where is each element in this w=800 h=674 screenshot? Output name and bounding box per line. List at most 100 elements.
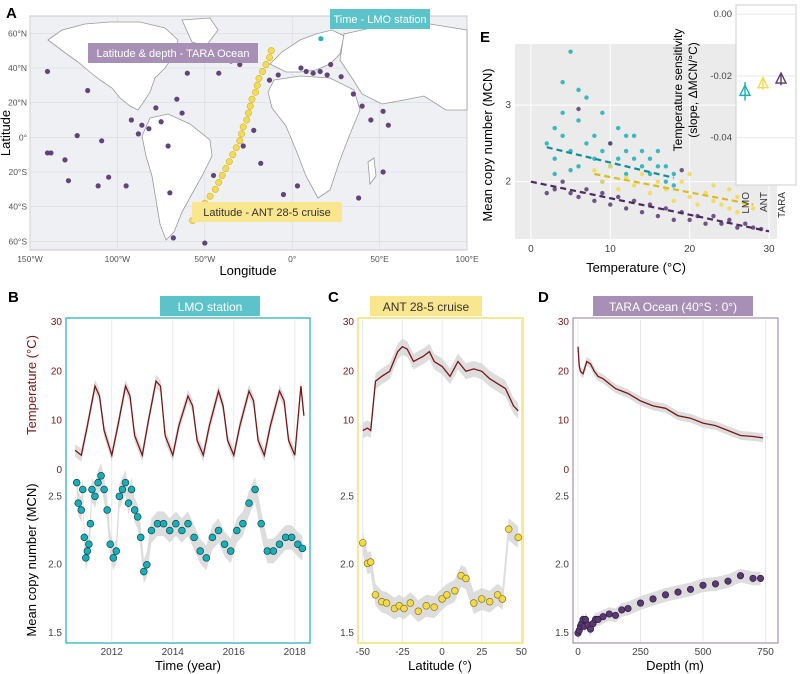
c-temp-tick: 20 <box>343 366 355 377</box>
map-point-ant <box>245 109 252 117</box>
map-y-tick: 40°S <box>8 202 27 212</box>
c-x-tick: 0 <box>439 647 445 658</box>
b-mcn-point <box>239 519 247 528</box>
d-mcn-point <box>636 599 645 607</box>
south-america <box>141 113 213 241</box>
b-mcn-point <box>233 526 241 535</box>
label-ant: Latitude - ANT 28-5 cruise <box>203 207 331 219</box>
d-mcn-point <box>756 574 765 582</box>
c-title-box <box>370 296 482 316</box>
b-temp-line <box>74 379 305 458</box>
map-point-ant <box>262 61 270 68</box>
map-x-tick: 50°W <box>194 254 215 264</box>
map-point-tara <box>184 70 190 76</box>
c-mcn-point <box>485 597 494 606</box>
c-mcn-point <box>382 599 391 607</box>
map-point-tara <box>95 183 101 189</box>
map-point-tara <box>328 61 334 68</box>
b-frame <box>65 317 311 644</box>
map-point-tara <box>298 65 304 71</box>
e-axes: 0 10 20 30 2 3 <box>505 100 775 255</box>
map-point-tara <box>85 87 91 94</box>
map-point-ant <box>229 151 237 159</box>
d-temp-tick: 10 <box>558 416 570 427</box>
b-mcn-point <box>127 485 136 494</box>
e-point-lmo <box>576 164 581 169</box>
map-point-tara <box>210 172 217 179</box>
e-point-lmo <box>560 110 565 116</box>
c-temp-line <box>362 345 519 432</box>
d-mcn-point <box>624 604 632 613</box>
e-point-ant <box>695 202 700 207</box>
b-mcn-point <box>159 519 168 528</box>
d-mcn-point <box>649 595 657 603</box>
map-point-tara <box>44 68 51 75</box>
e-point-lmo <box>623 133 629 138</box>
d-temp-ribbon <box>578 342 763 443</box>
inset-y-tick: -0.02 <box>710 71 732 82</box>
b-temp-tick: 20 <box>51 366 63 377</box>
map-point-tara <box>237 61 243 68</box>
c-temp-tick: 10 <box>343 416 355 427</box>
d-x-tick: 500 <box>695 647 712 658</box>
inset-y-tick: -0.04 <box>710 133 732 144</box>
map-x-tick: 0° <box>288 254 296 264</box>
e-trend-lmo <box>546 146 675 179</box>
map-point-tara <box>240 143 246 149</box>
e-point-lmo <box>592 133 597 138</box>
d-mcn-point <box>711 580 720 588</box>
b-mcn-point <box>196 547 204 555</box>
e-point-tara <box>623 206 629 211</box>
map-point-ant <box>225 158 233 166</box>
map-point-ant <box>248 95 256 103</box>
b-mcn-point <box>214 526 223 535</box>
map-x-tick: 50°E <box>370 254 389 264</box>
e-point-lmo <box>600 148 605 154</box>
d-temp-line <box>577 346 764 439</box>
map-point-tara <box>359 103 365 109</box>
c-mcn-point <box>493 591 502 599</box>
e-ylabel: Mean copy number (MCN) <box>480 68 495 221</box>
b-mcn-point <box>172 519 180 528</box>
c-mcn-tick: 2.0 <box>340 560 354 571</box>
map-point-tara <box>216 70 222 76</box>
map-point-tara <box>106 174 112 180</box>
c-temp-ribbon <box>362 338 519 439</box>
d-mcn-point <box>618 606 626 614</box>
map-point-tara <box>146 126 152 132</box>
map-point-tara <box>368 117 374 123</box>
d-temp-tick: 30 <box>558 317 570 328</box>
e-point-lmo <box>568 167 573 173</box>
map-point-tara <box>280 191 287 198</box>
e-x-tick: 20 <box>684 244 696 255</box>
c-x-tick: -50 <box>356 647 371 658</box>
b-mcn-point <box>143 560 151 569</box>
e-inset-ylabel-1: Temperature sensitivity <box>671 29 685 152</box>
e-point-lmo <box>552 125 557 131</box>
map-point-tara <box>158 119 164 125</box>
e-point-ant <box>655 179 661 184</box>
e-point-lmo <box>639 164 645 169</box>
b-mcn-point <box>106 540 114 548</box>
map-point-ant <box>206 192 214 200</box>
e-point-tara <box>671 217 676 223</box>
map-point-tara <box>167 190 173 196</box>
e-point-lmo <box>544 141 549 146</box>
inset-x-label: ANT <box>759 192 770 212</box>
e-trends <box>530 146 770 233</box>
panel-e: E 0 10 20 30 2 3 Temperature (°C) Mean copy n… <box>480 4 797 275</box>
c-xlabel: Latitude (°) <box>408 658 472 673</box>
e-point-lmo <box>600 110 605 116</box>
d-mcn-point <box>724 577 732 585</box>
b-mcn-point <box>91 492 99 501</box>
e-points <box>544 49 764 232</box>
e-inset: 0.00 -0.02 -0.04 LMO ANT TARA <box>710 9 796 218</box>
map-axes: 150°W 100°W 50°W 0° 50°E 100°E 60°N 40°N 20°N 0° 2… <box>8 28 479 264</box>
map-point-ant <box>215 178 223 186</box>
d-xlabel: Depth (m) <box>646 658 704 673</box>
map-point-ant <box>267 47 275 55</box>
d-mcn-point <box>605 610 613 618</box>
e-x-tick: 10 <box>605 244 617 255</box>
b-mcn-point <box>130 506 139 514</box>
b-mcn-label: Mean copy number (MCN) <box>24 483 39 636</box>
